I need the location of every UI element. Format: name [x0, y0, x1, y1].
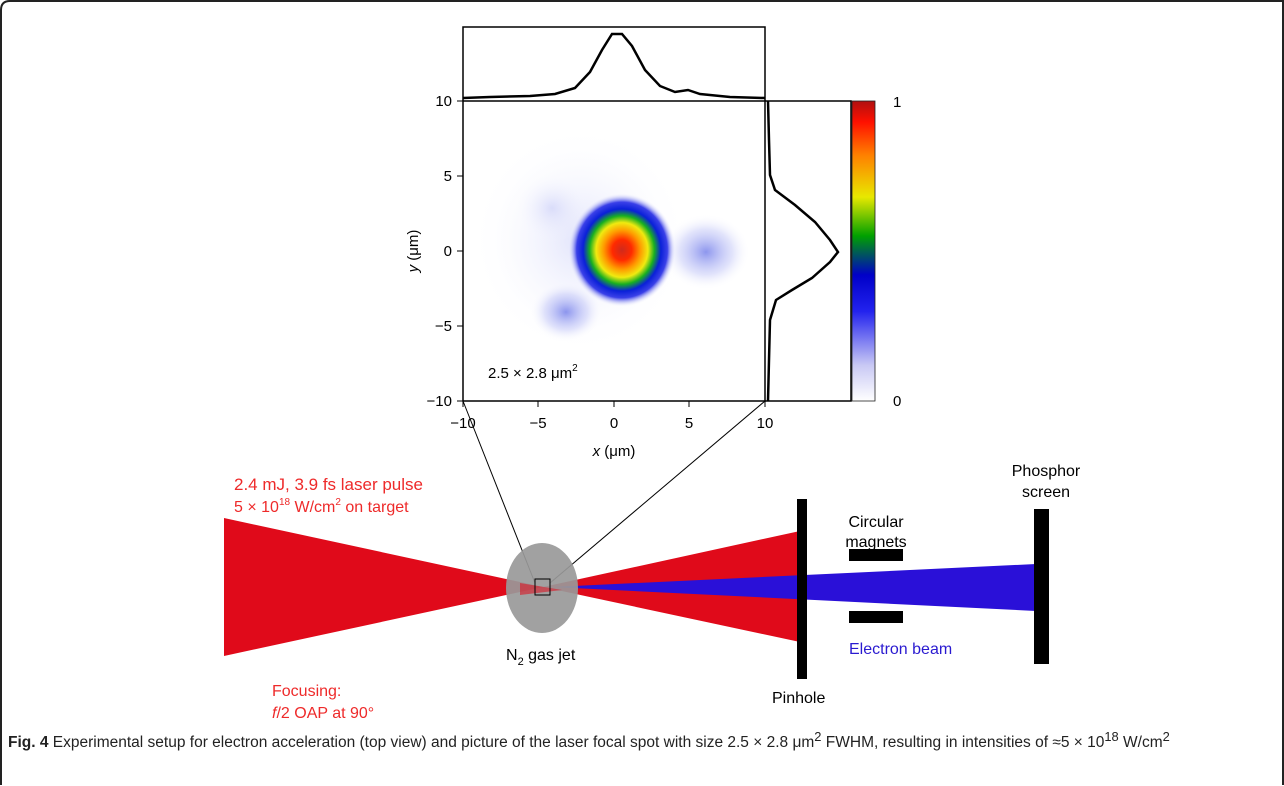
side-lobe-left	[514, 172, 590, 244]
electron-beam-label: Electron beam	[849, 641, 952, 658]
caption-sup-b: 18	[1104, 729, 1119, 744]
caption-text-a: Experimental setup for electron accelera…	[48, 734, 815, 752]
caption-sup-c: 2	[1162, 729, 1170, 744]
x-tick-label: −5	[529, 415, 546, 432]
x-tick-label: 0	[610, 415, 618, 432]
focusing-label-line2: f/2 OAP at 90°	[272, 705, 374, 722]
x-lineout-curve	[462, 32, 766, 100]
x-tick-label: 5	[685, 415, 693, 432]
x-axis-label: x (μm)	[592, 443, 636, 460]
focal-spot	[568, 193, 676, 307]
caption-label: Fig. 4	[8, 734, 49, 752]
y-axis-label: y (μm)	[405, 230, 422, 274]
y-lineout-curve	[766, 100, 840, 402]
phosphor-label-line2: screen	[1022, 484, 1070, 501]
x-tick-label: −10	[450, 415, 475, 432]
laser-label-line2: 5 × 1018 W/cm2 on target	[234, 497, 409, 516]
caption-text-b: FWHM, resulting in intensities of ≈5 × 1…	[821, 734, 1105, 752]
electron-beam	[553, 564, 1036, 611]
gas-jet-label: N2 gas jet	[506, 647, 576, 668]
focus-zoom-box	[534, 578, 551, 596]
focal-spot-heatmap	[462, 100, 766, 402]
y-tick-label: 10	[435, 93, 452, 110]
laser-label-line1: 2.4 mJ, 3.9 fs laser pulse	[234, 475, 423, 494]
y-tick-label: 0	[444, 243, 452, 260]
x-axis: −10 −5 0 5 10 x (μm)	[450, 401, 773, 460]
pinhole-plate	[797, 499, 807, 679]
caption-text-c: W/cm	[1118, 734, 1163, 752]
figure-caption: Fig. 4 Experimental setup for electron a…	[8, 727, 1274, 752]
x-tick-label: 10	[757, 415, 774, 432]
y-tick-label: −10	[427, 393, 452, 410]
side-lobe-right	[662, 214, 750, 290]
side-lobe-bottom	[530, 282, 602, 342]
colorbar-min-label: 0	[893, 393, 901, 410]
caption-sup-a: 2	[814, 729, 822, 744]
zoom-line-right	[549, 400, 766, 584]
colorbar: 1 0	[851, 94, 901, 410]
focusing-label-line1: Focusing:	[272, 683, 341, 700]
y-axis: 10 5 0 −5 −10 y (μm)	[405, 93, 463, 410]
magnets-label-line2: magnets	[845, 534, 906, 551]
magnet-bottom	[849, 611, 903, 623]
magnets-label-line1: Circular	[848, 514, 904, 531]
magnet-top	[849, 549, 903, 561]
incoming-laser-cone	[224, 518, 543, 656]
colorbar-max-label: 1	[893, 94, 901, 111]
phosphor-label-line1: Phosphor	[1012, 463, 1081, 480]
laser-through-jet	[520, 583, 562, 595]
x-lineout	[462, 26, 766, 101]
pinhole-label: Pinhole	[772, 690, 825, 707]
y-tick-label: −5	[435, 318, 452, 335]
spot-size-annotation: 2.5 × 2.8 μm2	[488, 363, 578, 382]
y-tick-label: 5	[444, 168, 452, 185]
y-lineout	[765, 100, 852, 402]
phosphor-screen	[1034, 509, 1049, 664]
